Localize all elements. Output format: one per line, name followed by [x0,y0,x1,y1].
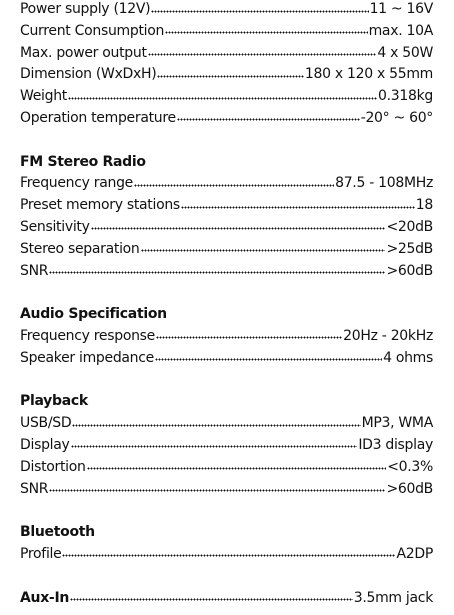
section: Bluetooth Profile A2DP [20,500,433,565]
spec-row: Preset memory stations 18 [20,195,433,217]
spec-value: 4 x 50W [377,44,433,61]
dot-leader [147,52,377,57]
spec-label: Dimension (WxDxH) [20,66,157,83]
spec-value: >60dB [386,480,433,497]
spacer [20,282,433,304]
spec-row: Sensitivity <20dB [20,217,433,239]
spec-row: Dimension (WxDxH) 180 x 120 x 55mm [20,64,433,86]
spec-value: MP3, WMA [361,415,434,432]
spec-value: 4 ohms [383,349,433,366]
spec-row: Current Consumption max. 10A [20,21,433,43]
spec-row: Frequency range 87.5 - 108MHz [20,173,433,195]
dot-leader [180,205,415,210]
spec-row: USB/SD MP3, WMA [20,413,433,435]
spec-row: Stereo separation >25dB [20,239,433,261]
spec-value: 11 ~ 16V [369,1,434,17]
spec-value: 20Hz - 20kHz [343,327,433,344]
spec-label: Distortion [20,458,86,475]
dot-leader [70,597,353,602]
section-heading: Audio Specification [20,306,167,323]
spec-label: Max. power output [20,44,147,61]
spec-row: Weight 0.318kg [20,86,433,108]
dot-leader [133,183,335,188]
spec-label: Sensitivity [20,218,90,235]
dot-leader [86,466,387,471]
dot-leader [67,96,378,101]
spacer [20,566,433,588]
dot-leader [157,74,304,79]
section-heading: Bluetooth [20,524,95,541]
spacer [20,500,433,522]
spec-row: Frequency response 20Hz - 20kHz [20,326,433,348]
spec-value: -20° ~ 60° [360,109,434,126]
spec-row: Operation temperature -20° ~ 60° [20,108,433,130]
spec-sheet: Power supply (12V) 11 ~ 16V Current Consum… [20,0,433,609]
section-heading: FM Stereo Radio [20,153,146,170]
spec-value: <0.3% [387,458,433,475]
spacer [20,130,433,152]
dot-leader [151,9,369,13]
dot-leader [70,444,358,449]
spec-label: Preset memory stations [20,197,180,214]
spec-label: USB/SD [20,415,72,432]
spec-value: >25dB [386,240,433,257]
spec-label: Speaker impedance [20,349,154,366]
spec-value: 0.318kg [378,88,433,105]
section: Playback USB/SD MP3, WMA Display ID3 display… [20,370,433,501]
spec-label: Operation temperature [20,109,176,126]
spec-row: Max. power output 4 x 50W [20,43,433,65]
spec-value: max. 10A [368,22,434,39]
dot-leader [62,553,396,558]
dot-leader [155,335,343,340]
spec-value: 18 [415,197,434,214]
spec-label: Weight [20,88,67,105]
spec-label: Profile [20,545,62,562]
spec-row: Display ID3 display [20,435,433,457]
dot-leader [49,270,386,275]
spec-row: SNR >60dB [20,479,433,501]
section: Audio Specification Frequency response 20H… [20,282,433,369]
spec-row: Profile A2DP [20,544,433,566]
spacer [20,370,433,392]
spec-row: Aux-In 3.5mm jack [20,588,433,610]
section: FM Stereo Radio Frequency range 87.5 - 108… [20,130,433,283]
spec-label: SNR [20,262,49,279]
spec-row: SNR >60dB [20,261,433,283]
dot-leader [140,248,386,253]
dot-leader [154,357,383,362]
spec-value: 87.5 - 108MHz [335,175,433,192]
spec-value: >60dB [386,262,433,279]
dot-leader [90,226,386,231]
dot-leader [176,117,360,122]
spec-value: 180 x 120 x 55mm [304,66,433,83]
section-heading: Playback [20,393,88,410]
spec-label: Stereo separation [20,240,140,257]
dot-leader [165,30,368,35]
spec-label: Power supply (12V) [20,1,151,17]
spec-label: Aux-In [20,589,70,606]
spec-row: Power supply (12V) 11 ~ 16V [20,0,433,21]
spec-value: <20dB [386,218,433,235]
section: Power supply (12V) 11 ~ 16V Current Consum… [20,0,433,130]
spec-label: SNR [20,480,49,497]
spec-label: Display [20,436,70,453]
spec-value: 3.5mm jack [353,589,434,606]
dot-leader [49,488,386,493]
spec-value: ID3 display [358,436,433,453]
spec-label: Frequency range [20,175,133,192]
spec-row: Distortion <0.3% [20,457,433,479]
spec-label: Current Consumption [20,22,165,39]
dot-leader [72,423,361,428]
spec-row: Speaker impedance 4 ohms [20,348,433,370]
spec-value: A2DP [396,545,433,562]
spec-label: Frequency response [20,327,155,344]
